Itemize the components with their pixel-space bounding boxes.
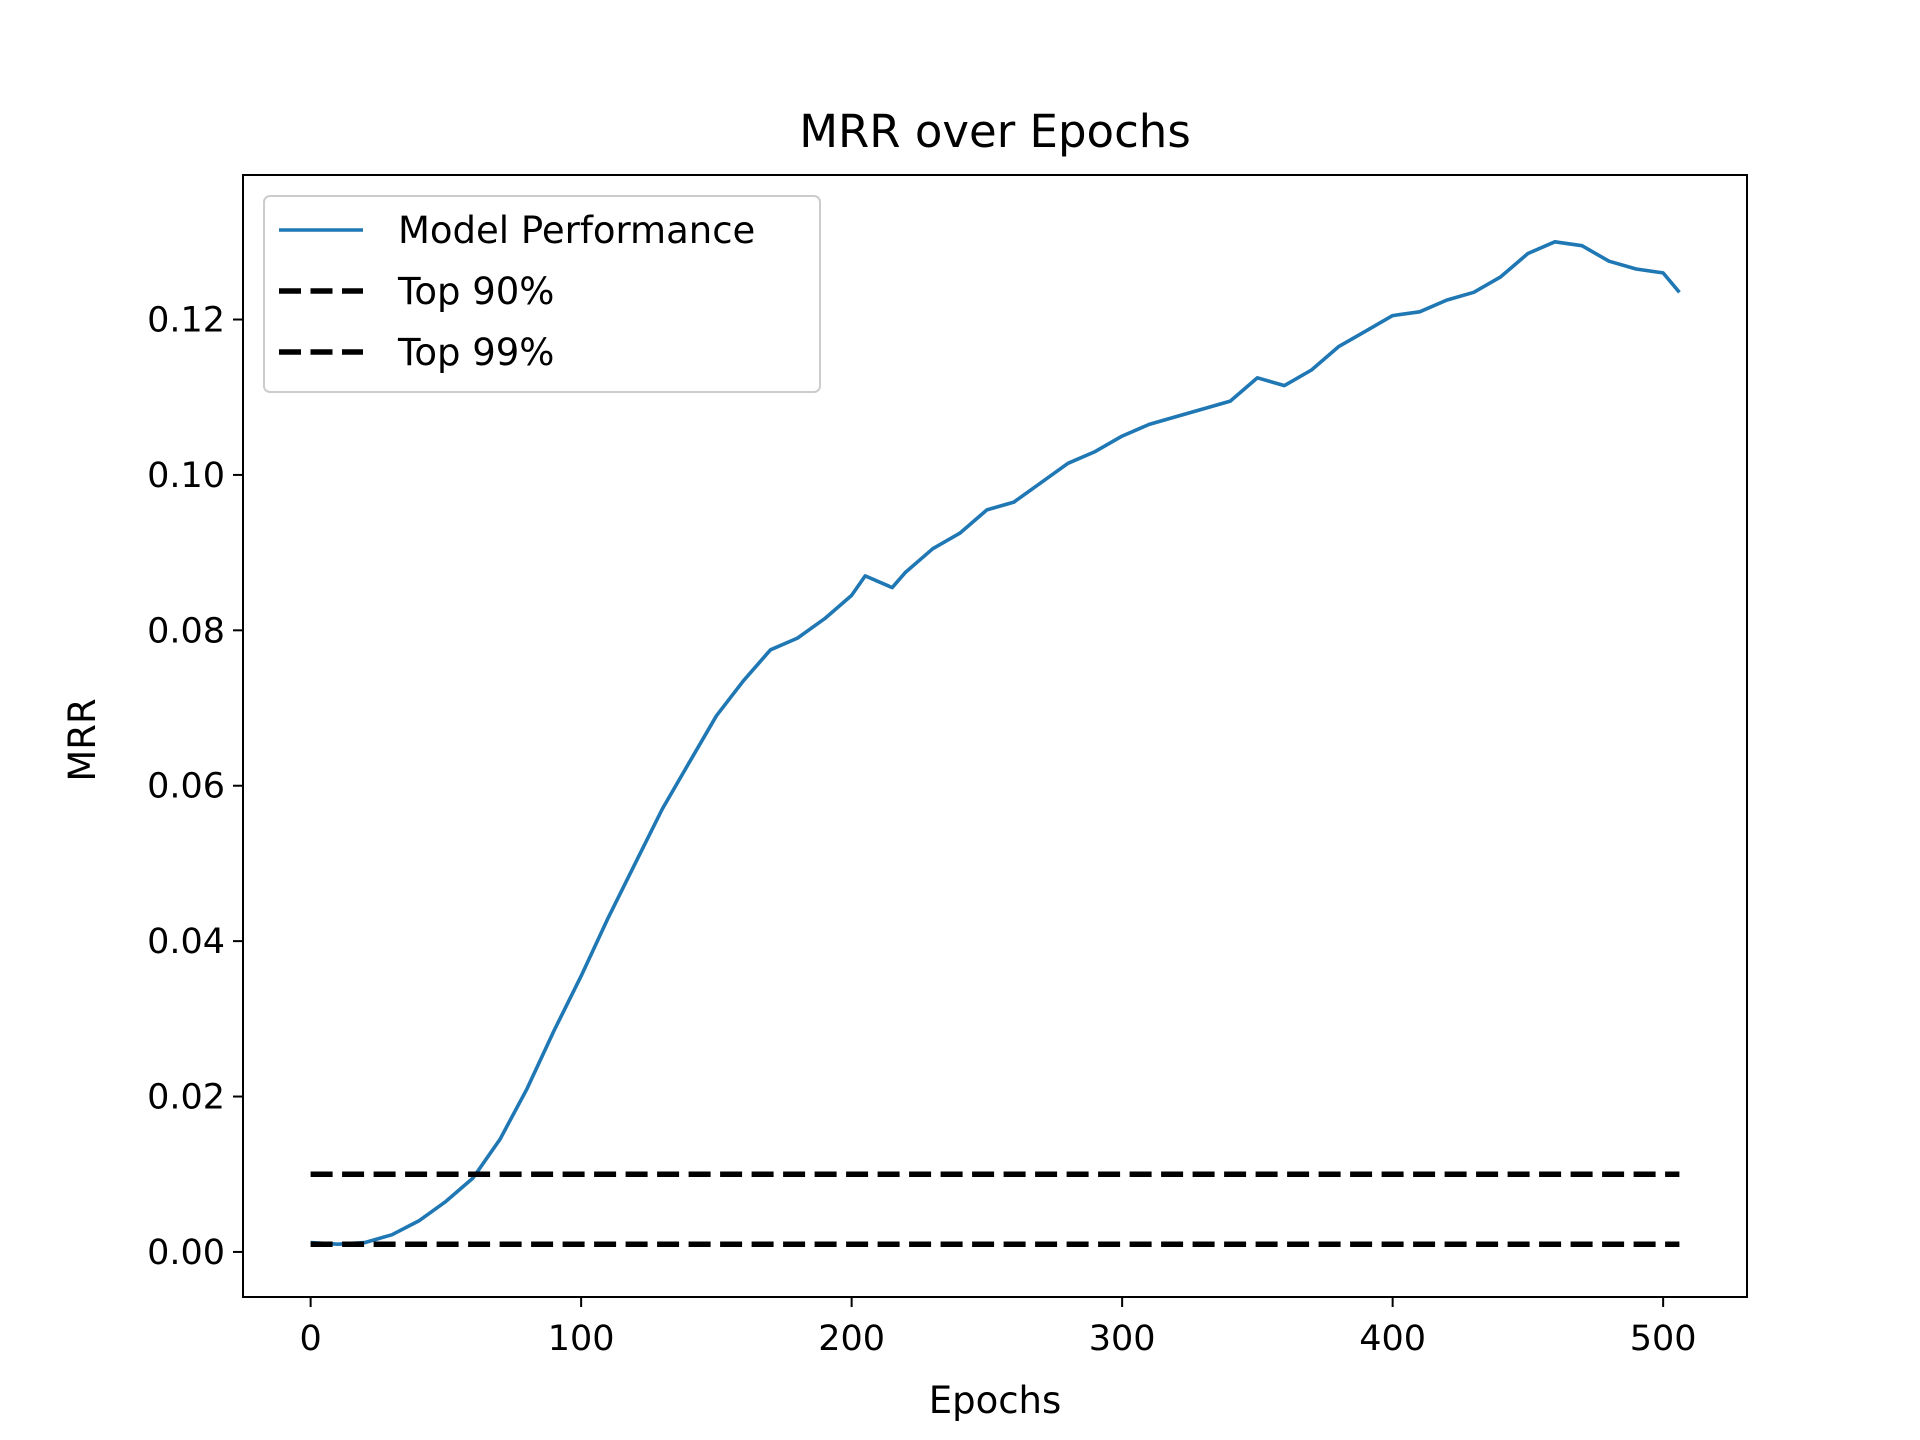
y-tick-label: 0.06: [147, 767, 225, 807]
legend: Model Performance Top 90% Top 99%: [263, 195, 821, 393]
legend-label-1: Model Performance: [398, 209, 755, 252]
plot-area: 0 100 200 300 400 500 0.00 0.02 0.04 0.06 0.08 0.10…: [147, 174, 1748, 1359]
y-tick-label: 0.12: [147, 301, 225, 341]
x-tick-label: 200: [818, 1319, 885, 1359]
y-axis-label: MRR: [61, 698, 104, 781]
y-tick-label: 0.10: [147, 456, 225, 496]
x-tick-label: 400: [1359, 1319, 1426, 1359]
y-tick-label: 0.02: [147, 1078, 225, 1118]
x-tick-label: 300: [1089, 1319, 1156, 1359]
axes-frame: [242, 174, 1748, 1298]
legend-frame: [263, 195, 821, 393]
y-tick-label: 0.08: [147, 611, 225, 651]
legend-label-2: Top 90%: [397, 270, 554, 313]
chart-title: MRR over Epochs: [799, 105, 1191, 158]
x-tick-label: 100: [548, 1319, 615, 1359]
x-tick-label: 500: [1630, 1319, 1697, 1359]
y-tick-label: 0.00: [147, 1233, 225, 1273]
x-axis-label: Epochs: [929, 1379, 1062, 1422]
legend-label-3: Top 99%: [397, 331, 554, 374]
series-line-1: [310, 240, 1681, 1246]
y-tick-label: 0.04: [147, 922, 225, 962]
x-tick-label: 0: [299, 1319, 321, 1359]
